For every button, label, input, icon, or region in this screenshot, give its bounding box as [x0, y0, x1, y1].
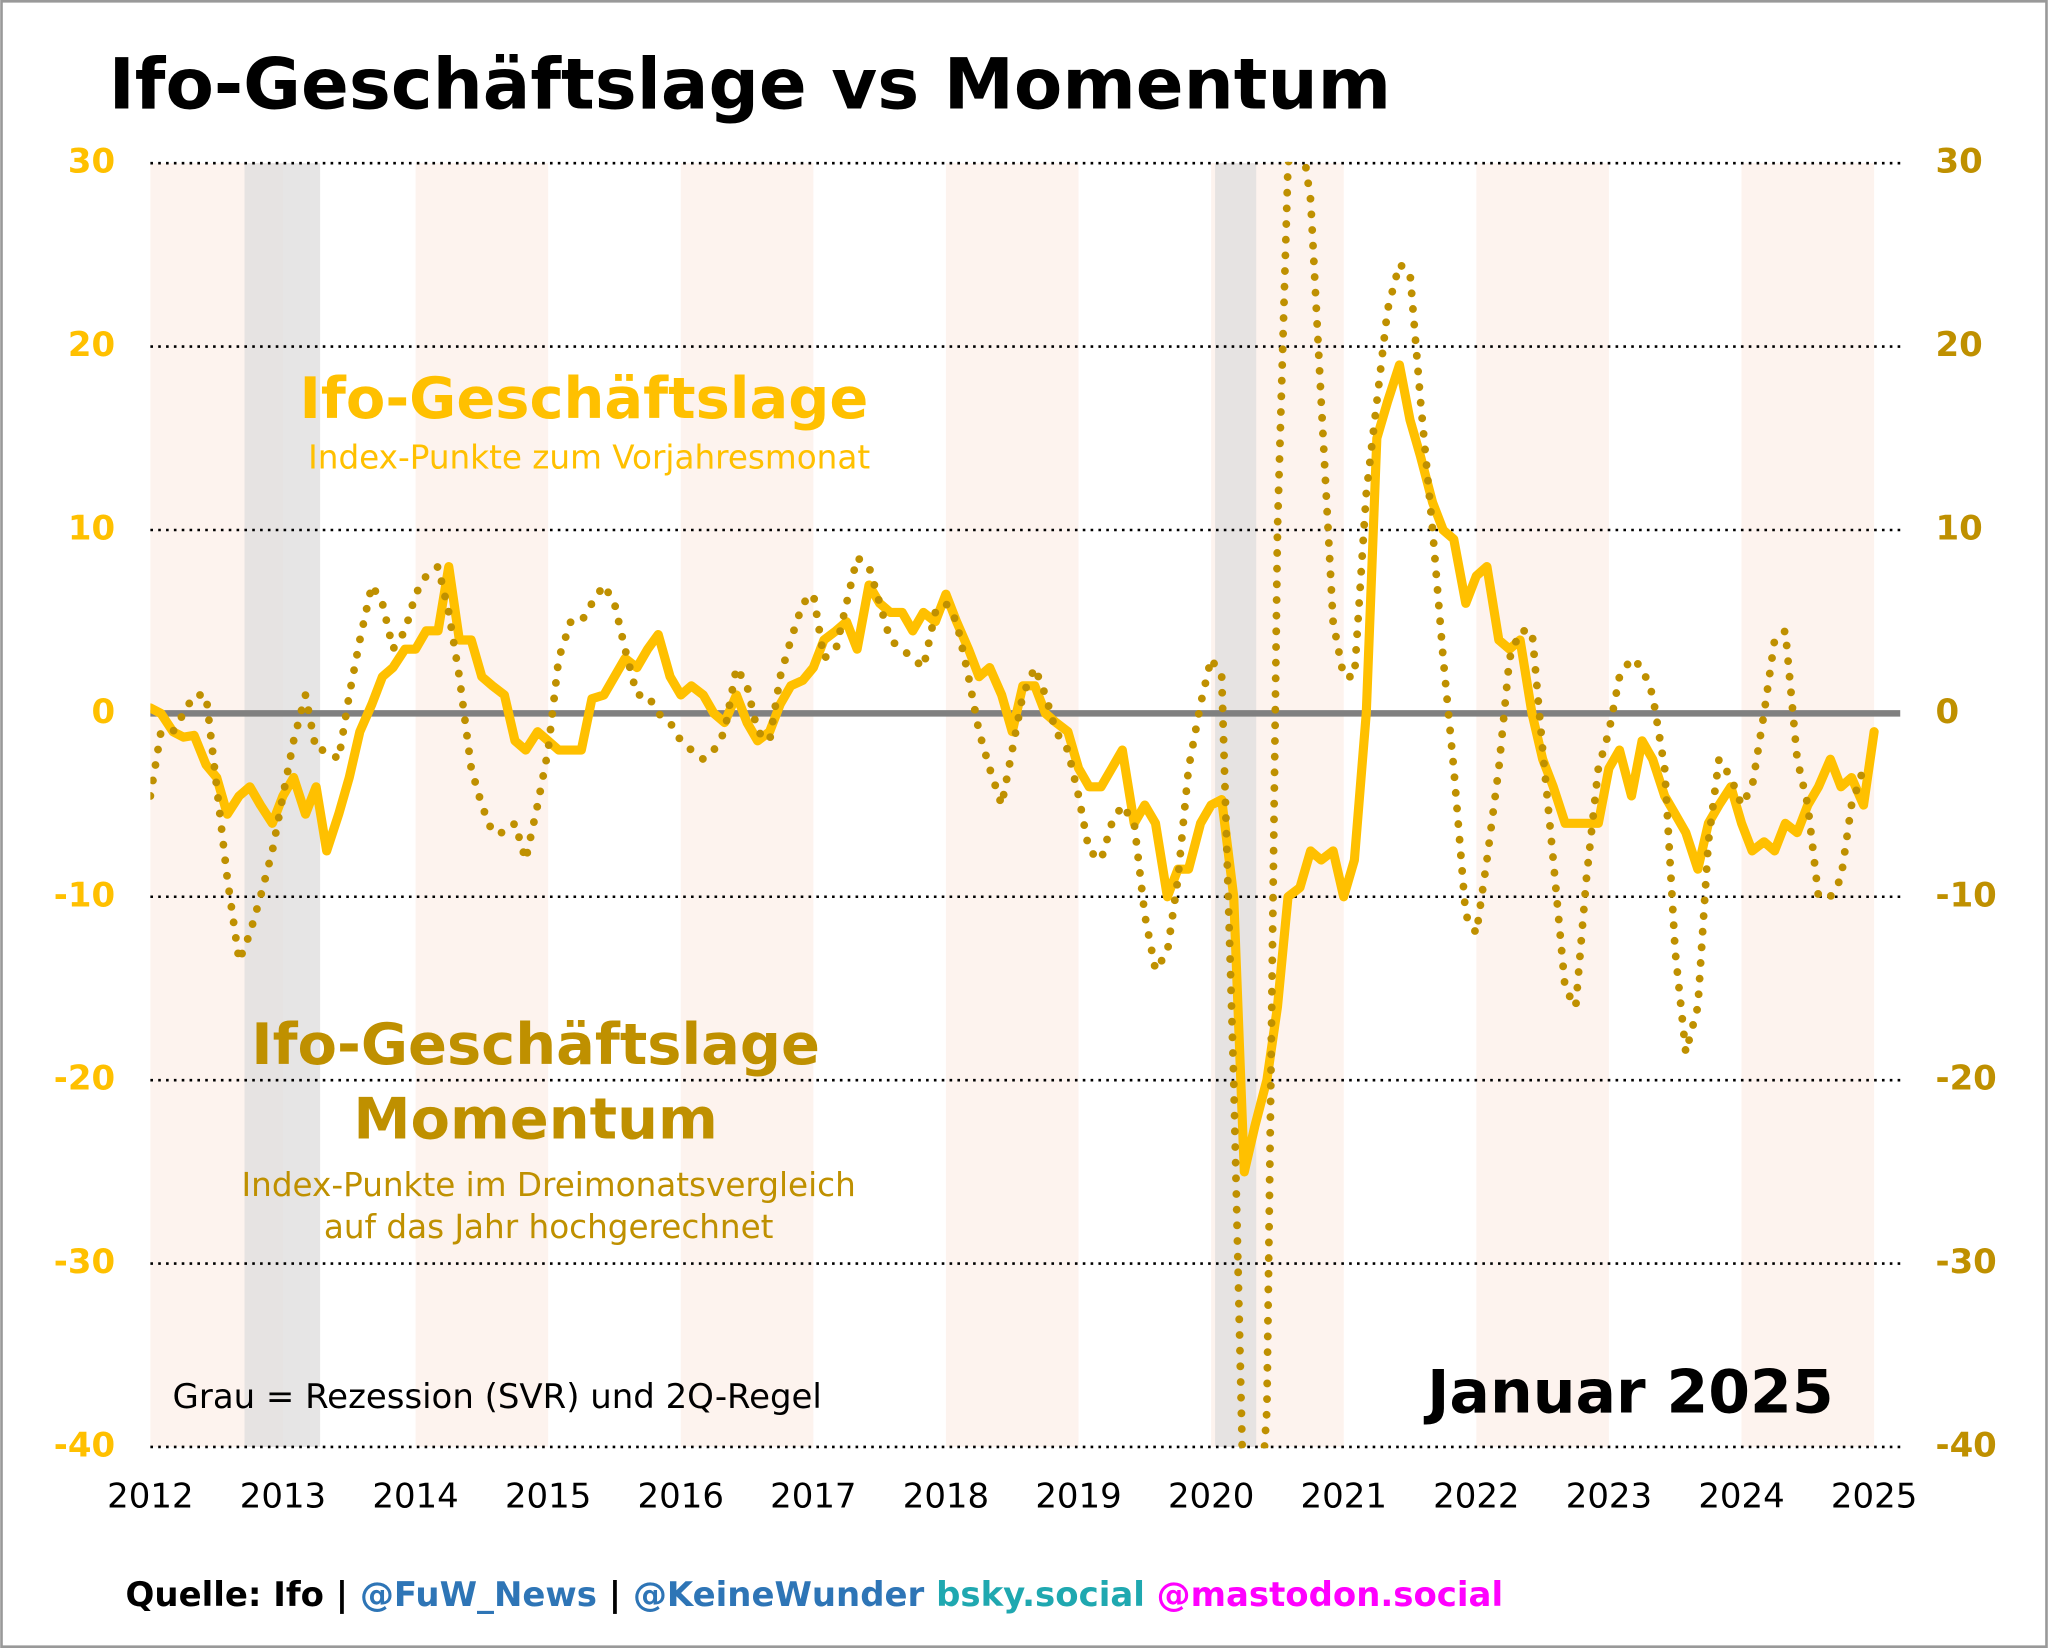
- y2-tick-label: 0: [1935, 692, 1959, 732]
- y2-tick-label: 30: [1935, 142, 1982, 182]
- year-band: [945, 163, 1079, 1447]
- note: Grau = Rezession (SVR) und 2Q-Regel: [173, 1377, 822, 1417]
- x-tick-label: 2013: [240, 1476, 326, 1516]
- series-description: auf das Jahr hochgerechnet: [324, 1208, 774, 1246]
- footer: Quelle: Ifo | @FuW_News | @KeineWunder b…: [126, 1574, 1504, 1614]
- series-label: Ifo-Geschäftslage: [251, 1011, 820, 1078]
- y-tick-label: -30: [54, 1242, 115, 1282]
- background-layer: [150, 163, 1875, 1447]
- y-tick-label: 0: [91, 692, 115, 732]
- x-tick-label: 2023: [1566, 1476, 1652, 1516]
- y-tick-label: 20: [68, 325, 115, 365]
- y-tick-label: 10: [68, 508, 115, 548]
- x-tick-label: 2024: [1698, 1476, 1784, 1516]
- series-description: Index-Punkte im Dreimonatsvergleich: [242, 1166, 856, 1204]
- x-tick-label: 2016: [638, 1476, 724, 1516]
- x-tick-label: 2018: [903, 1476, 989, 1516]
- footer-part: Quelle: Ifo |: [126, 1574, 360, 1614]
- y2-tick-label: -20: [1935, 1059, 1996, 1099]
- y2-tick-label: -40: [1935, 1425, 1996, 1465]
- date-stamp: Januar 2025: [1423, 1358, 1834, 1428]
- x-tick-label: 2014: [372, 1476, 458, 1516]
- x-tick-label: 2019: [1035, 1476, 1121, 1516]
- footer-part: @FuW_News: [360, 1574, 597, 1614]
- momentum-line: [150, 161, 1868, 1449]
- series-description: Index-Punkte zum Vorjahresmonat: [308, 439, 870, 477]
- labels-layer: -40 -30 -20 -10 0 10 20 30 -40 -30 -20 -10 0 10 20 30 20…: [54, 142, 1997, 1615]
- footer-part: @KeineWunder: [633, 1574, 925, 1614]
- y-tick-label: -20: [54, 1059, 115, 1099]
- year-band: [680, 163, 814, 1447]
- footer-part: |: [597, 1574, 633, 1614]
- x-tick-label: 2020: [1168, 1476, 1254, 1516]
- y2-tick-label: -30: [1935, 1242, 1996, 1282]
- y2-tick-label: -10: [1935, 875, 1996, 915]
- x-tick-label: 2021: [1301, 1476, 1387, 1516]
- lines-layer: [150, 161, 1879, 1449]
- series-label: Ifo-Geschäftslage: [300, 365, 869, 432]
- x-tick-label: 2012: [107, 1476, 193, 1516]
- x-tick-label: 2017: [770, 1476, 856, 1516]
- y2-tick-label: 20: [1935, 325, 1982, 365]
- footer-part: bsky.social: [924, 1574, 1145, 1614]
- y-tick-label: -10: [54, 875, 115, 915]
- x-tick-label: 2022: [1433, 1476, 1519, 1516]
- year-band: [415, 163, 549, 1447]
- x-tick-label: 2015: [505, 1476, 591, 1516]
- year-band: [1476, 163, 1609, 1447]
- series-label: Momentum: [353, 1086, 718, 1153]
- x-tick-label: 2025: [1831, 1476, 1917, 1516]
- grid-layer: [150, 161, 1901, 1449]
- footer-part: @mastodon.social: [1145, 1574, 1503, 1614]
- y2-tick-label: 10: [1935, 508, 1982, 548]
- y-tick-label: 30: [68, 142, 115, 182]
- chart-title: Ifo-Geschäftslage vs Momentum: [109, 43, 1392, 125]
- y-tick-label: -40: [54, 1425, 115, 1465]
